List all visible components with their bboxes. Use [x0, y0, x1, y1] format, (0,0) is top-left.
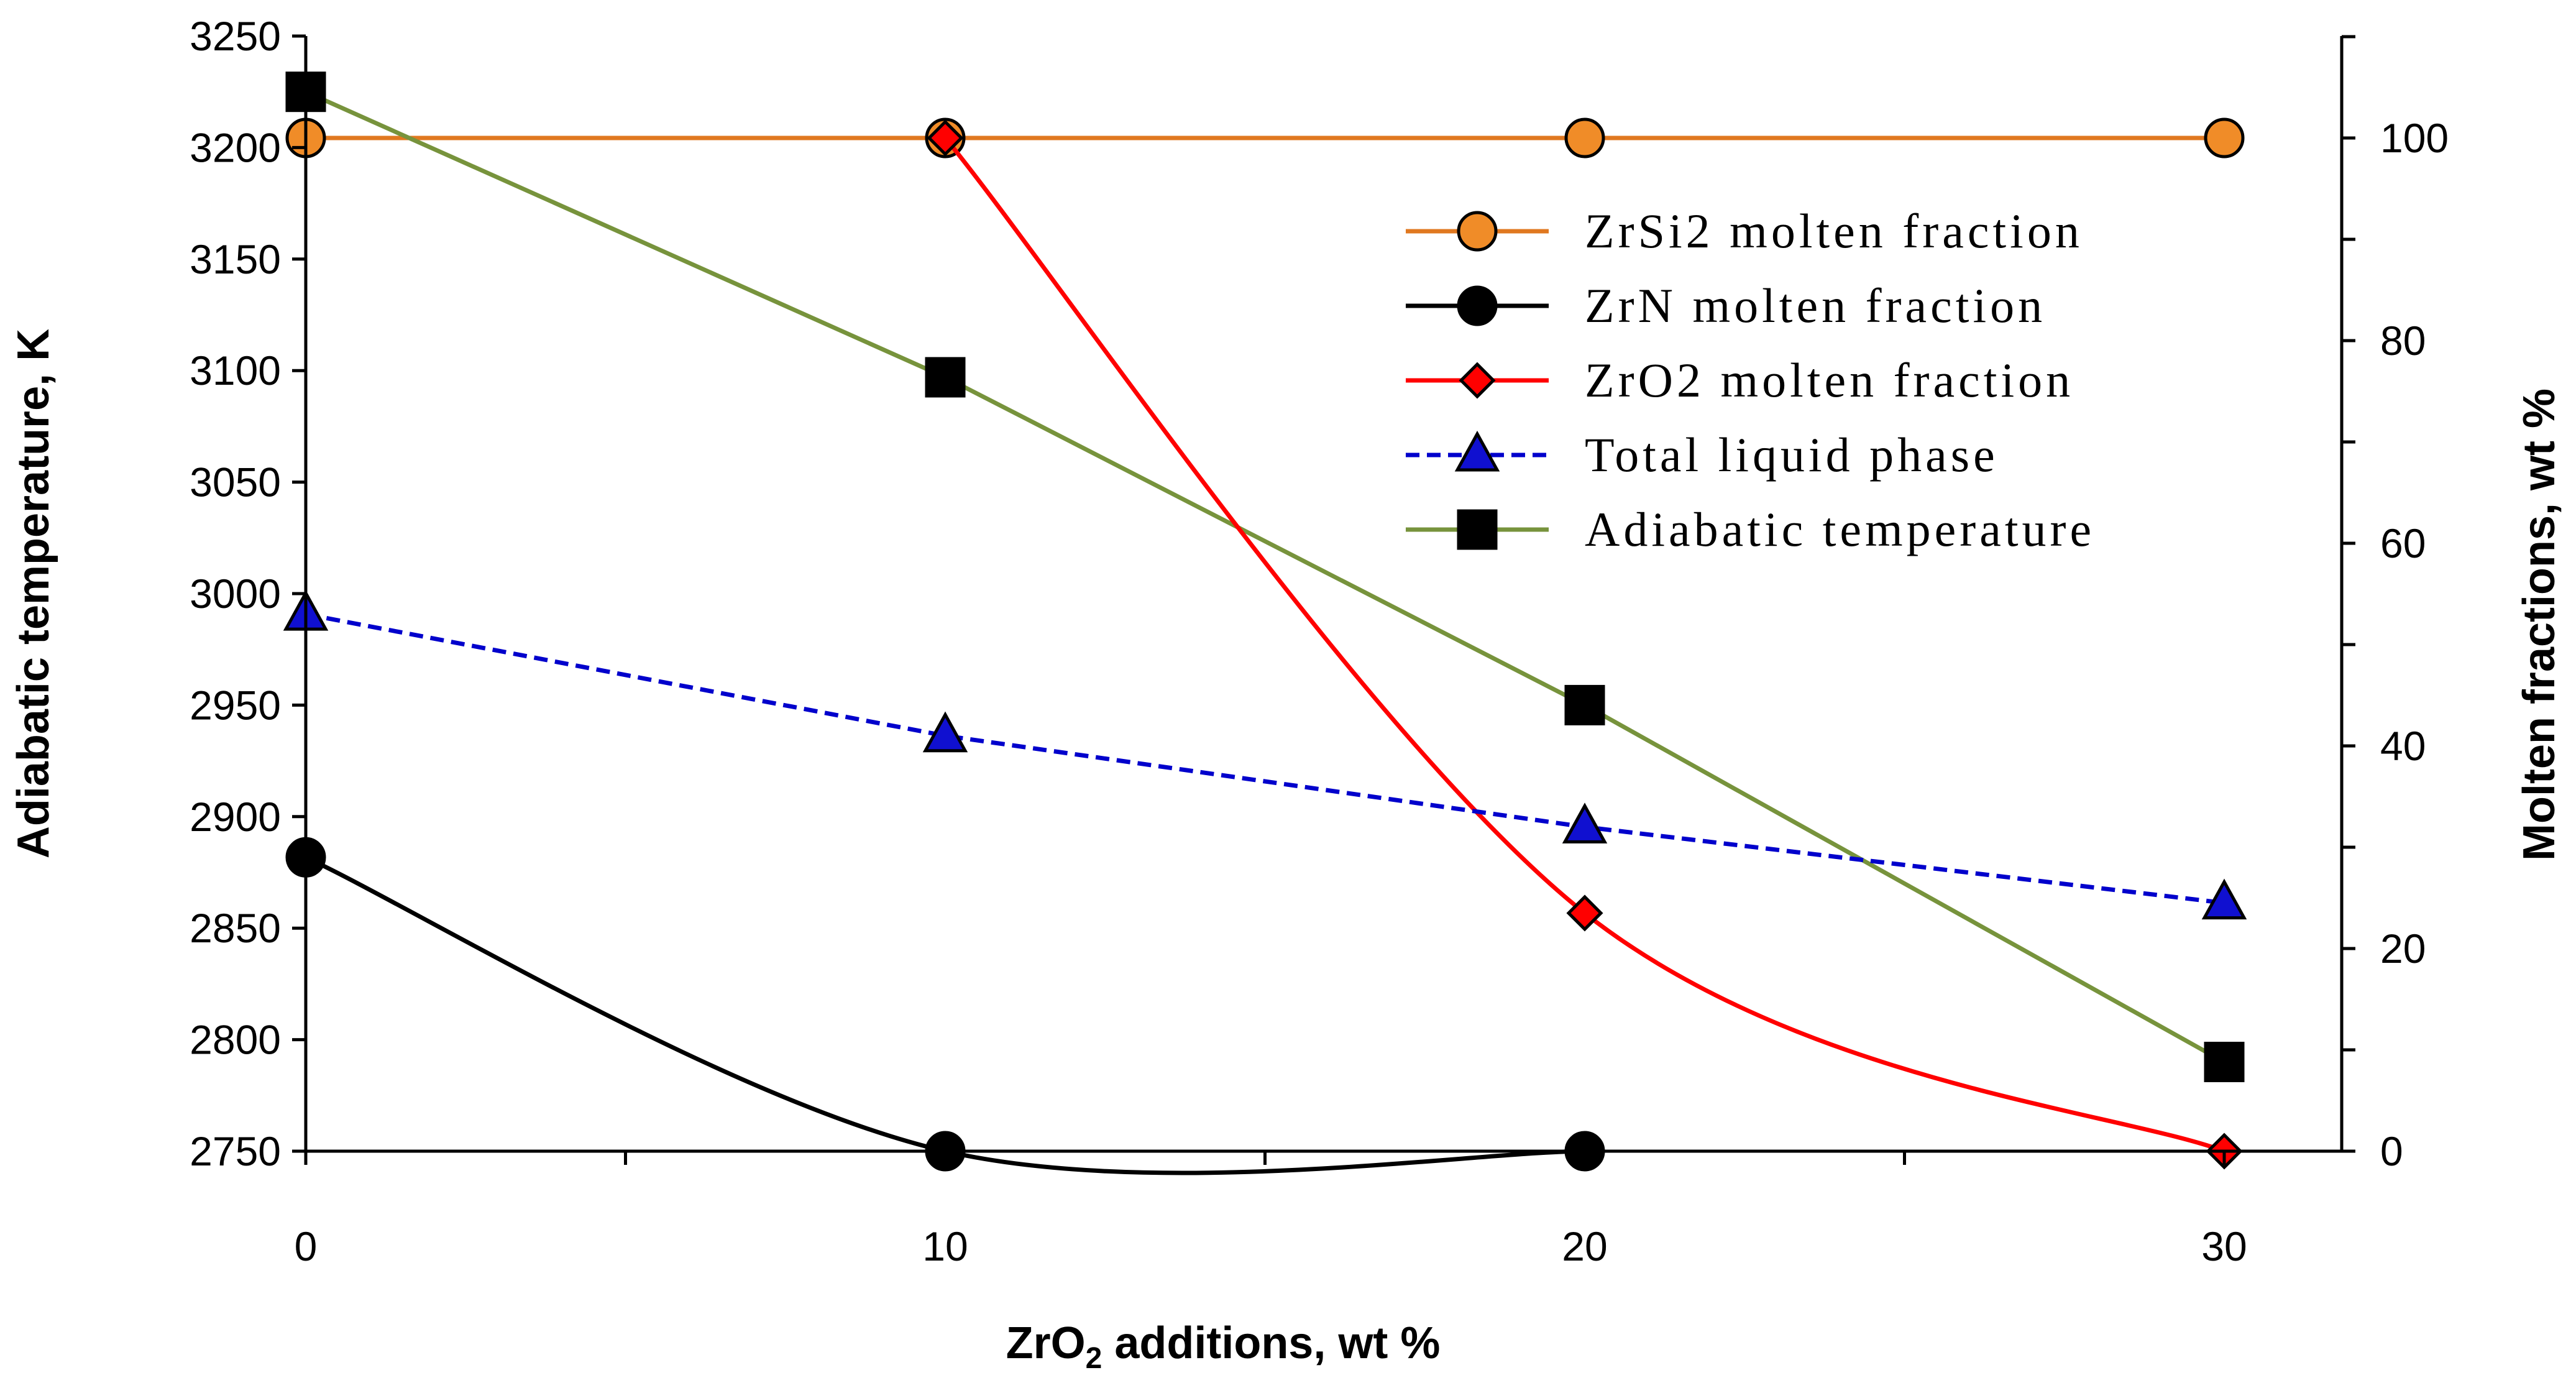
left-tick-label: 3150 — [190, 236, 281, 282]
data-point — [1562, 802, 1608, 843]
right-tick-label: 40 — [2380, 723, 2426, 769]
series-line — [943, 136, 2225, 1154]
series-4 — [285, 71, 2245, 1082]
legend-swatch-marker — [1457, 211, 1498, 252]
x-tick-label: 10 — [922, 1223, 968, 1269]
legend-label: Total liquid phase — [1585, 428, 1999, 482]
left-tick-label: 2900 — [190, 794, 281, 840]
left-tick-label: 2950 — [190, 682, 281, 728]
data-point — [2204, 1041, 2245, 1082]
series-0 — [285, 117, 2245, 159]
data-point — [1566, 894, 1603, 932]
legend-label: Adiabatic temperature — [1585, 502, 2095, 556]
data-point — [1564, 684, 1605, 725]
x-tick-label: 0 — [295, 1223, 318, 1269]
left-tick-label: 3250 — [190, 13, 281, 59]
data-point — [2201, 878, 2247, 920]
legend-item: Total liquid phase — [1406, 428, 1999, 482]
left-tick-label: 3050 — [190, 459, 281, 505]
right-tick-label: 100 — [2380, 115, 2449, 161]
right-tick-label: 20 — [2380, 926, 2426, 972]
left-tick-label: 2750 — [190, 1128, 281, 1174]
right-axis-title: Molten fractions, wt % — [2514, 388, 2564, 861]
series-line — [305, 855, 1585, 1175]
series-line — [305, 612, 2225, 906]
legend-item: ZrO2 molten fraction — [1406, 353, 2074, 407]
legend-label: ZrN molten fraction — [1585, 278, 2046, 333]
legend-item: Adiabatic temperature — [1406, 502, 2095, 556]
right-tick-label: 60 — [2380, 520, 2426, 566]
left-tick-label: 3200 — [190, 124, 281, 170]
left-axis-title: Adiabatic temperature, K — [9, 329, 58, 858]
legend: ZrSi2 molten fraction ZrN molten fraction… — [1406, 204, 2095, 556]
x-tick-label: 20 — [1562, 1223, 1607, 1269]
x-axis-title: ZrO2 additions, wt % — [1006, 1318, 1441, 1375]
legend-swatch-marker — [1457, 509, 1498, 550]
right-tick-label: 80 — [2380, 318, 2426, 364]
data-point — [925, 357, 966, 398]
legend-label: ZrO2 molten fraction — [1585, 353, 2074, 407]
series-1 — [285, 837, 1605, 1175]
data-point — [927, 119, 964, 157]
series-3 — [283, 589, 2247, 920]
left-tick-label: 2800 — [190, 1017, 281, 1063]
legend-item: ZrSi2 molten fraction — [1406, 204, 2083, 258]
legend-swatch-marker — [1454, 430, 1500, 472]
x-axis-title-rest: additions, wt % — [1102, 1318, 1440, 1368]
legend-swatch-marker — [1459, 362, 1496, 399]
legend-item: ZrN molten fraction — [1406, 278, 2046, 333]
data-point — [1564, 117, 1605, 159]
right-tick-label: 0 — [2380, 1128, 2403, 1174]
series-line — [305, 90, 2225, 1064]
x-tick-label: 30 — [2201, 1223, 2247, 1269]
left-tick-label: 3000 — [190, 571, 281, 617]
left-tick-label: 2850 — [190, 905, 281, 951]
legend-label: ZrSi2 molten fraction — [1585, 204, 2083, 258]
legend-swatch-marker — [1457, 285, 1498, 326]
left-tick-label: 3100 — [190, 347, 281, 393]
data-point — [922, 711, 968, 753]
x-axis-title-subscript: 2 — [1086, 1342, 1102, 1375]
x-axis-title-main: ZrO — [1006, 1318, 1086, 1368]
data-point — [2204, 117, 2245, 159]
